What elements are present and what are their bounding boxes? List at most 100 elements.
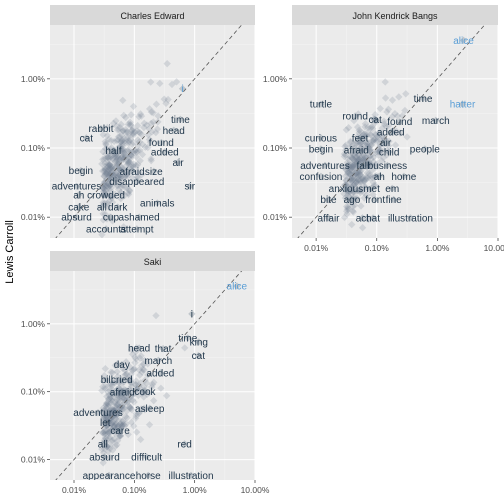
point: [349, 194, 358, 203]
point: [346, 187, 354, 195]
point: [101, 210, 110, 218]
point: [345, 193, 353, 201]
point: [102, 401, 111, 409]
point: [103, 421, 111, 430]
word-point: [324, 195, 333, 204]
x-tick-label: 10.00%: [484, 243, 504, 253]
point: [117, 173, 125, 181]
point: [120, 394, 128, 402]
point: [106, 405, 115, 414]
point: [106, 407, 114, 415]
point: [357, 166, 366, 174]
point: [126, 385, 134, 393]
point: [106, 180, 115, 189]
point: [112, 401, 121, 409]
point: [355, 145, 363, 154]
word-label: round: [342, 112, 368, 123]
point: [150, 378, 158, 386]
point: [112, 153, 121, 161]
word-point: [388, 184, 396, 193]
point: [136, 435, 145, 444]
point: [106, 173, 114, 181]
point: [383, 108, 391, 116]
point: [118, 387, 126, 396]
point: [106, 420, 115, 429]
point: [100, 420, 108, 428]
point: [123, 172, 132, 180]
point: [356, 188, 365, 197]
point: [125, 374, 134, 382]
point: [100, 172, 109, 181]
point: [128, 126, 136, 135]
word-label: difficult: [131, 452, 162, 463]
word-point: [381, 138, 390, 147]
point: [115, 160, 123, 168]
point: [111, 402, 120, 411]
point: [114, 385, 123, 393]
point: [364, 174, 372, 182]
point: [117, 422, 126, 431]
point: [100, 155, 109, 163]
point: [126, 387, 134, 395]
point: [114, 185, 123, 193]
point: [100, 191, 108, 199]
point: [126, 375, 134, 384]
point: [100, 172, 108, 180]
word-point: [118, 376, 126, 384]
panel-background: [292, 25, 498, 238]
point: [107, 406, 115, 414]
point: [108, 168, 117, 176]
point: [149, 118, 157, 126]
word-label: head: [163, 126, 185, 137]
word-label: cat: [368, 115, 382, 126]
point: [124, 130, 133, 138]
word-label: accounts: [86, 224, 126, 235]
point: [362, 139, 371, 148]
point: [351, 163, 359, 172]
word-label: i: [181, 84, 183, 95]
point: [347, 166, 356, 175]
point: [125, 158, 133, 166]
point: [115, 389, 123, 397]
point: [108, 217, 117, 225]
word-point: [77, 167, 85, 175]
word-label: front: [365, 195, 385, 206]
point: [100, 191, 108, 200]
point: [137, 352, 145, 360]
point: [119, 127, 127, 135]
point: [99, 412, 108, 421]
point: [113, 160, 121, 168]
word-label: cake: [68, 203, 90, 214]
point: [101, 170, 109, 179]
point: [99, 155, 107, 164]
point: [375, 130, 384, 139]
panels-layer: Charles Edward i time rabbit head cat found hal…: [21, 5, 504, 495]
point: [100, 184, 108, 193]
point: [101, 137, 109, 146]
y-tick-label: 0.01%: [21, 455, 46, 465]
point: [350, 161, 358, 169]
point: [116, 432, 124, 440]
point: [104, 428, 113, 436]
point-cloud: [98, 60, 181, 238]
point: [371, 111, 379, 119]
point: [355, 126, 363, 135]
point: [376, 104, 384, 113]
point: [127, 382, 136, 391]
point: [107, 193, 115, 201]
point: [146, 138, 154, 146]
point: [100, 188, 108, 197]
point: [101, 144, 110, 153]
point: [343, 167, 352, 175]
point: [119, 154, 127, 162]
point: [104, 182, 112, 191]
point: [348, 162, 356, 171]
point: [129, 102, 138, 111]
point: [109, 418, 117, 426]
point: [107, 411, 115, 419]
point: [355, 169, 363, 177]
point: [122, 388, 131, 396]
point: [348, 174, 356, 182]
point: [120, 378, 128, 386]
point: [371, 119, 379, 128]
